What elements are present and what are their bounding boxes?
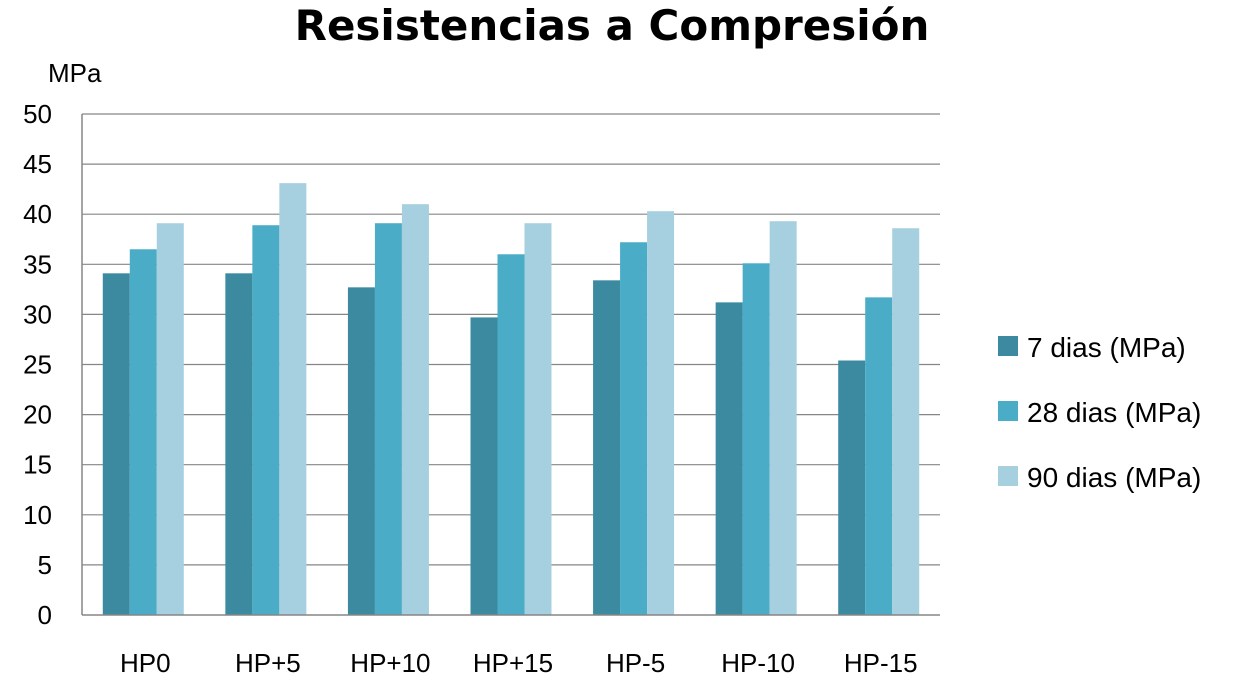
bar-HP+10-series-1 [374,223,402,615]
x-axis-ticks: HP0 HP+5 HP+10 HP+15 HP-5 HP-10 HP-15 [120,648,918,678]
bar-HP-5-series-2 [647,211,675,615]
legend-swatch [998,401,1018,421]
bar-HP-15-series-0 [838,360,866,615]
bar-HP-15-series-2 [892,228,920,615]
x-tick-label: HP0 [120,648,171,678]
y-tick-label: 5 [38,550,52,580]
x-tick-label: HP+5 [235,648,301,678]
y-tick-label: 25 [23,350,52,380]
x-tick-label: HP-15 [844,648,918,678]
chart-title: Resistencias a Compresión [295,1,930,50]
bar-HP0-series-0 [102,273,130,615]
bar-HP-10-series-2 [769,221,797,616]
bar-HP-10-series-0 [715,302,743,615]
legend: 7 dias (MPa) 28 dias (MPa) 90 dias (MPa) [998,332,1201,493]
bar-HP+15-series-1 [497,254,525,615]
legend-swatch [998,336,1018,356]
legend-label: 28 dias (MPa) [1027,397,1201,428]
x-tick-label: HP-5 [606,648,665,678]
y-tick-label: 20 [23,400,52,430]
y-tick-label: 40 [23,199,52,229]
bar-HP+5-series-1 [252,225,280,616]
x-tick-label: HP+15 [473,648,553,678]
y-tick-label: 50 [23,99,52,129]
bar-HP+10-series-2 [401,204,429,615]
bar-HP+15-series-0 [470,317,498,615]
y-axis-unit-label: MPa [48,58,102,88]
legend-swatch [998,466,1018,486]
y-tick-label: 0 [38,600,52,630]
y-tick-label: 10 [23,500,52,530]
bar-HP0-series-1 [129,249,157,615]
y-tick-label: 30 [23,299,52,329]
legend-label: 7 dias (MPa) [1027,332,1186,363]
bar-HP-5-series-0 [593,280,621,615]
x-tick-label: HP+10 [350,648,430,678]
legend-label: 90 dias (MPa) [1027,462,1201,493]
bar-HP+5-series-2 [279,183,307,615]
bar-HP-5-series-1 [620,242,648,616]
bar-HP+5-series-0 [225,273,253,615]
y-tick-label: 45 [23,149,52,179]
bar-HP0-series-2 [156,223,184,615]
y-tick-label: 15 [23,450,52,480]
bar-HP-10-series-1 [742,263,770,615]
y-tick-label: 35 [23,249,52,279]
bar-HP+15-series-2 [524,223,552,615]
y-axis-ticks: 0 5 10 15 20 25 30 35 40 45 50 [23,99,52,630]
bar-HP+10-series-0 [347,287,375,615]
bars [102,183,920,616]
bar-HP-15-series-1 [865,297,893,615]
x-tick-label: HP-10 [721,648,795,678]
